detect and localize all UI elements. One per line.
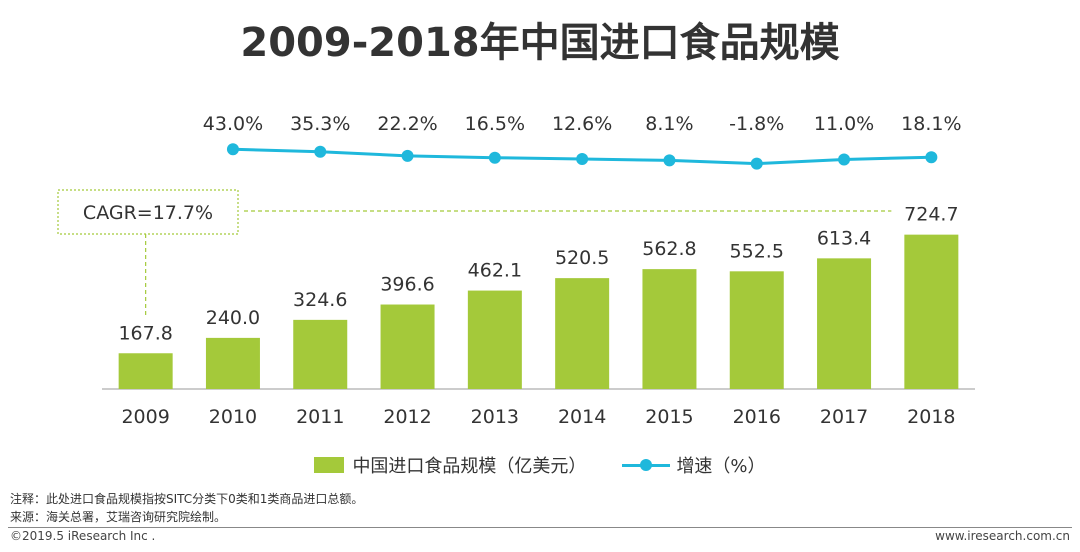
growth-point <box>226 143 239 156</box>
x-tick-label: 2014 <box>558 406 606 428</box>
footer-divider <box>8 527 1072 528</box>
cagr-label: CAGR=17.7% <box>83 202 213 224</box>
bar-value-label: 324.6 <box>293 289 347 311</box>
bar <box>904 234 959 389</box>
legend-item-line: 增速（%） <box>622 452 766 478</box>
bar-value-label: 613.4 <box>817 227 871 249</box>
note-text: 注释：此处进口食品规模指按SITC分类下0类和1类商品进口总额。 <box>10 492 364 506</box>
growth-value-label: 18.1% <box>901 113 961 135</box>
growth-point <box>576 152 589 165</box>
bar-value-label: 724.7 <box>904 204 958 226</box>
growth-point <box>750 157 763 170</box>
bar <box>205 337 260 389</box>
growth-point <box>401 149 414 162</box>
x-tick-label: 2017 <box>820 406 868 428</box>
bar <box>555 278 610 389</box>
bar-value-label: 562.8 <box>642 238 696 260</box>
bar-value-label: 167.8 <box>118 322 172 344</box>
growth-point <box>925 151 938 164</box>
bar <box>293 319 348 389</box>
growth-point <box>488 151 501 164</box>
x-tick-label: 2009 <box>121 406 169 428</box>
growth-value-label: 8.1% <box>645 113 693 135</box>
growth-value-label: 16.5% <box>465 113 525 135</box>
growth-point <box>314 145 327 158</box>
bar-value-label: 552.5 <box>730 240 784 262</box>
bar <box>729 271 784 389</box>
x-tick-label: 2011 <box>296 406 344 428</box>
bar <box>380 304 435 389</box>
chart: 167.8 2009 240.0 2010 324.6 2011 396.6 2012 462.… <box>57 113 975 428</box>
bar <box>118 353 173 389</box>
legend-bar-label: 中国进口食品规模（亿美元） <box>352 456 587 477</box>
bar-value-label: 240.0 <box>206 307 260 329</box>
bar-value-label: 396.6 <box>380 274 434 296</box>
legend-line-swatch <box>622 457 671 473</box>
website-text: www.iresearch.com.cn <box>935 529 1070 543</box>
bar-value-label: 462.1 <box>468 260 522 282</box>
legend: 中国进口食品规模（亿美元） 增速（%） <box>0 452 1080 478</box>
growth-value-label: 35.3% <box>290 113 350 135</box>
bar <box>817 258 872 389</box>
bar <box>642 269 697 389</box>
x-tick-label: 2016 <box>733 406 781 428</box>
legend-line-label: 增速（%） <box>676 456 766 477</box>
growth-point <box>838 153 851 166</box>
source-text: 来源：海关总署，艾瑞咨询研究院绘制。 <box>10 510 227 524</box>
x-tick-label: 2015 <box>645 406 693 428</box>
legend-bar-swatch <box>314 457 345 473</box>
growth-value-label: 11.0% <box>814 113 874 135</box>
growth-value-label: 22.2% <box>377 113 437 135</box>
growth-point <box>663 154 676 167</box>
growth-value-label: -1.8% <box>729 113 784 135</box>
growth-value-label: 12.6% <box>552 113 612 135</box>
x-tick-label: 2018 <box>907 406 955 428</box>
chart-title: 2009-2018年中国进口食品规模 <box>240 20 840 66</box>
cagr-box <box>57 189 239 235</box>
bar-value-label: 520.5 <box>555 247 609 269</box>
bar <box>467 290 522 389</box>
x-tick-label: 2010 <box>209 406 257 428</box>
growth-value-label: 43.0% <box>203 113 263 135</box>
x-tick-label: 2012 <box>383 406 431 428</box>
legend-item-bar: 中国进口食品规模（亿美元） <box>314 452 586 478</box>
x-tick-label: 2013 <box>471 406 519 428</box>
copyright-text: ©2019.5 iResearch Inc . <box>10 529 156 543</box>
